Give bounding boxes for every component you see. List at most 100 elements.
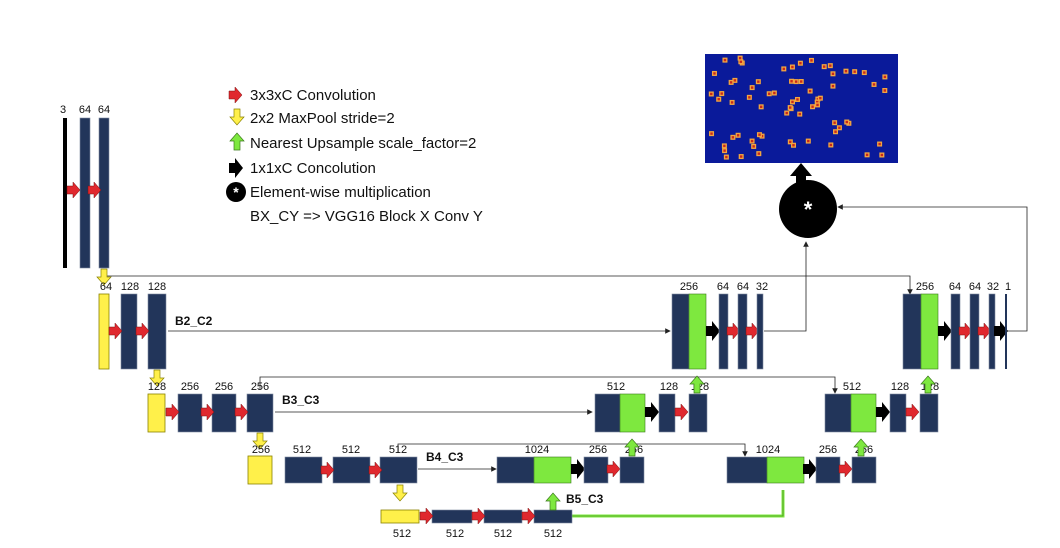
decoder-block xyxy=(619,456,645,484)
output-map-point-core xyxy=(720,92,723,95)
multiply-circle-icon xyxy=(226,182,246,202)
block-label-b5c3: B5_C3 xyxy=(566,492,604,506)
legend: 3x3xC Convolution 2x2 MaxPool stride=2 N… xyxy=(226,86,483,225)
decoder-block xyxy=(902,293,922,370)
output-map-point-core xyxy=(872,83,876,86)
decoder-block xyxy=(737,293,748,370)
output-map-background xyxy=(705,54,898,163)
output-map-point-core xyxy=(739,60,743,63)
black-arrow-icon xyxy=(938,321,952,341)
red-arrow-icon xyxy=(521,507,536,525)
output-map-point-core xyxy=(789,140,792,144)
legend-multiply-label: Element-wise multiplication xyxy=(250,184,431,201)
encoder-block xyxy=(431,509,473,524)
output-map-point-core xyxy=(829,143,833,147)
output-map-point-core xyxy=(808,89,812,93)
upsample-block xyxy=(688,293,707,370)
upsample-block xyxy=(533,456,572,484)
output-map-point-core xyxy=(739,155,743,158)
block-channel-label: 64 xyxy=(717,281,729,293)
yellow-down-arrow-icon xyxy=(392,484,408,502)
pool-block xyxy=(380,509,420,524)
block-channel-label: 64 xyxy=(969,281,981,293)
pool-block xyxy=(98,293,110,370)
decoder-block xyxy=(851,456,877,484)
output-map-point-core xyxy=(785,111,788,115)
output-map-point-core xyxy=(810,59,813,62)
block-channel-label: 3 xyxy=(60,104,66,116)
output-map-point-core xyxy=(833,121,836,124)
output-map-point-core xyxy=(838,126,841,129)
output-map-point-core xyxy=(798,112,801,116)
black-arrow-icon xyxy=(706,321,720,341)
output-map-point-core xyxy=(800,80,803,83)
output-map-point-core xyxy=(760,134,764,138)
multiply-node-circle xyxy=(779,180,837,238)
output-map-point-core xyxy=(819,96,822,100)
pool-block xyxy=(147,393,166,433)
output-map-point-core xyxy=(845,120,848,124)
output-map-point-core xyxy=(729,81,733,84)
encoder-block xyxy=(177,393,203,433)
decoder-block xyxy=(594,393,621,433)
output-map-point-core xyxy=(768,92,771,95)
block-channel-label: 128 xyxy=(148,381,166,393)
red-arrow-icon xyxy=(108,322,123,340)
red-arrow-icon xyxy=(905,403,920,421)
block-channel-label: 512 xyxy=(389,444,407,456)
decoder-block xyxy=(824,393,852,433)
black-arrow-icon xyxy=(229,158,243,178)
decoder-block xyxy=(889,393,907,433)
output-map-point-core xyxy=(725,155,728,159)
block-channel-label: 512 xyxy=(293,444,311,456)
output-map-point-core xyxy=(758,133,761,136)
encoder: 3 64 64 64 128 128 B2_C2 128 256 256 256… xyxy=(60,104,604,540)
output-map-point-core xyxy=(799,62,802,65)
decoder-block xyxy=(496,456,535,484)
encoder-block xyxy=(147,293,167,370)
red-arrow-icon xyxy=(674,403,689,421)
black-arrow-icon xyxy=(571,459,585,479)
legend-maxpool-label: 2x2 MaxPool stride=2 xyxy=(250,110,395,127)
block-channel-label: 64 xyxy=(79,104,91,116)
green-up-arrow-icon xyxy=(229,132,245,151)
decoder-block xyxy=(919,393,939,433)
red-arrow-icon xyxy=(606,460,621,478)
output-map-point-core xyxy=(748,96,751,99)
block-channel-label: 128 xyxy=(121,281,139,293)
output-map-point-core xyxy=(878,142,881,146)
encoder-block xyxy=(120,293,138,370)
encoder-block xyxy=(379,456,418,484)
block-channel-label: 256 xyxy=(252,444,270,456)
multiply-circle-glyph: * xyxy=(233,184,239,200)
black-arrow-icon xyxy=(876,402,890,422)
output-map-point-core xyxy=(710,92,713,96)
output-map-point-core xyxy=(807,139,810,143)
block-channel-label: 1024 xyxy=(756,444,780,456)
legend-conv-label: 3x3xC Convolution xyxy=(250,87,376,104)
output-map-point-core xyxy=(815,100,819,104)
multiply-node: * xyxy=(779,163,837,238)
block-label-b4c3: B4_C3 xyxy=(426,450,464,464)
decoder-block xyxy=(658,393,676,433)
block-channel-label: 64 xyxy=(949,281,961,293)
output-map-point-core xyxy=(736,134,740,137)
output-map-point-core xyxy=(883,89,886,92)
block-channel-label: 512 xyxy=(544,528,562,540)
yellow-down-arrow-icon xyxy=(229,108,245,126)
block-channel-label: 512 xyxy=(393,528,411,540)
output-map-point-core xyxy=(790,80,793,83)
block-channel-label: 128 xyxy=(891,381,909,393)
block-channel-label: 64 xyxy=(100,281,112,293)
red-arrow-icon xyxy=(165,403,180,421)
output-map-point-core xyxy=(829,64,832,67)
output-map-point-core xyxy=(794,80,798,83)
red-arrow-icon xyxy=(838,460,853,478)
output-map-point-core xyxy=(831,84,835,88)
block-channel-label: 256 xyxy=(680,281,698,293)
decoder-block xyxy=(671,293,690,370)
encoder-block xyxy=(533,509,573,524)
output-map-point-core xyxy=(853,70,856,73)
output-map-point-core xyxy=(822,65,826,68)
block-channel-label: 256 xyxy=(589,444,607,456)
